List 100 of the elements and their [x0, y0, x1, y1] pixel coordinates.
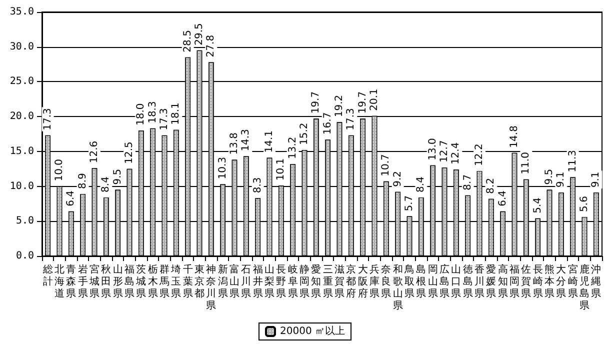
x-tick-label: 大分県 — [556, 264, 566, 300]
data-label: 11.3 — [567, 150, 578, 172]
x-tick-label: 山梨県 — [264, 264, 274, 300]
data-label: 14.1 — [264, 130, 275, 153]
x-tick-label: 青森県 — [66, 264, 76, 300]
x-tick-label: 千葉県 — [182, 264, 193, 300]
data-label: 12.4 — [450, 142, 462, 165]
x-tick-label: 愛媛県 — [486, 264, 496, 300]
x-tick-label: 福島県 — [124, 264, 134, 300]
data-label: 8.4 — [100, 176, 112, 192]
data-label: 13.2 — [287, 136, 298, 159]
x-tick-label: 静岡県 — [300, 264, 310, 300]
data-label: 18.1 — [170, 102, 182, 125]
data-label: 20.1 — [369, 88, 380, 111]
data-label: 10.7 — [380, 154, 392, 176]
x-tick-label: 鳥取県 — [404, 264, 414, 300]
data-label: 19.7 — [357, 91, 368, 114]
data-label: 17.3 — [346, 108, 357, 130]
x-tick-label: 東京都 — [194, 264, 204, 300]
x-tick-label: 高知県 — [498, 264, 508, 300]
data-label: 17.3 — [159, 108, 170, 130]
data-label: 13.0 — [427, 138, 438, 160]
data-label: 6.4 — [66, 190, 77, 206]
data-label: 8.9 — [77, 173, 88, 189]
data-label: 10.0 — [54, 159, 65, 182]
x-tick-label: 奈良県 — [381, 264, 392, 300]
x-tick-label: 神奈川県 — [206, 264, 216, 312]
x-tick-label: 北海道 — [54, 264, 64, 300]
x-tick-label: 熊本県 — [544, 264, 554, 300]
data-label: 17.3 — [42, 108, 54, 130]
y-tick-label: 10.0 — [10, 180, 34, 192]
x-tick-label: 茨城県 — [135, 264, 146, 300]
data-label: 5.7 — [404, 195, 415, 212]
data-label: 12.7 — [439, 140, 450, 162]
x-tick-label: 兵庫県 — [370, 264, 380, 300]
x-tick-label: 宮城県 — [88, 264, 100, 300]
data-label: 12.2 — [474, 144, 485, 166]
data-label: 8.2 — [486, 178, 497, 194]
data-label: 9.5 — [112, 168, 124, 185]
x-tick-label: 岡山県 — [428, 264, 438, 300]
x-tick-label: 島根県 — [416, 264, 426, 300]
data-label: 29.5 — [194, 23, 205, 46]
x-tick-label: 岐阜県 — [288, 264, 298, 300]
data-label: 8.7 — [462, 174, 474, 190]
y-tick-label: 15.0 — [10, 146, 34, 157]
data-label: 8.3 — [252, 177, 264, 194]
data-label: 13.8 — [229, 132, 240, 155]
x-tick-label: 埼玉県 — [170, 264, 182, 300]
data-label: 27.8 — [206, 34, 217, 58]
data-label: 10.3 — [217, 156, 228, 180]
x-tick-label: 宮崎県 — [568, 264, 578, 300]
x-tick-label: 佐賀県 — [521, 264, 532, 300]
x-tick-label: 新潟県 — [218, 264, 228, 300]
x-tick-label: 富山県 — [230, 264, 240, 300]
data-label: 28.5 — [182, 30, 194, 52]
x-tick-label: 大阪府 — [358, 264, 368, 300]
x-tick-label: 栃木県 — [148, 264, 158, 300]
data-label: 18.0 — [136, 103, 147, 126]
x-tick-label: 広島県 — [440, 264, 450, 300]
x-tick-label: 三重県 — [322, 264, 333, 300]
data-label: 10.1 — [276, 158, 287, 181]
x-tick-label: 総計 — [42, 264, 53, 288]
data-label: 6.4 — [497, 190, 508, 206]
data-label: 19.2 — [334, 94, 345, 118]
y-tick-label: 20.0 — [10, 111, 34, 122]
x-tick-label: 和歌山県 — [392, 264, 403, 312]
data-label: 5.6 — [579, 196, 590, 212]
x-tick-label: 京都府 — [346, 264, 356, 300]
x-tick-label: 秋田県 — [101, 264, 112, 300]
x-tick-label: 福岡県 — [510, 264, 520, 300]
x-tick-label: 徳島県 — [462, 264, 473, 300]
y-tick-label: 25.0 — [10, 76, 34, 88]
data-label: 9.1 — [556, 172, 567, 188]
x-tick-label: 岩手県 — [78, 264, 88, 300]
x-tick-label: 石川県 — [241, 264, 252, 300]
data-label: 16.7 — [322, 112, 334, 135]
data-label: 9.2 — [392, 170, 404, 187]
data-label: 5.4 — [532, 197, 544, 214]
x-tick-label: 滋賀県 — [334, 264, 344, 300]
x-tick-label: 山形県 — [112, 264, 123, 300]
data-label: 9.1 — [590, 172, 602, 188]
data-label: 15.2 — [299, 122, 310, 146]
x-tick-label: 長崎県 — [532, 264, 543, 300]
data-label: 18.3 — [147, 101, 158, 124]
y-tick-label: 30.0 — [10, 41, 34, 52]
x-tick-label: 鹿児島県 — [580, 264, 590, 312]
y-tick-label: 0.0 — [16, 250, 34, 262]
data-label: 19.7 — [310, 91, 322, 114]
data-label: 8.4 — [416, 176, 427, 192]
data-label: 12.6 — [89, 140, 100, 164]
x-tick-label: 福井県 — [252, 264, 263, 300]
x-tick-label: 山口県 — [451, 264, 462, 300]
x-tick-label: 香川県 — [474, 264, 484, 300]
x-tick-label: 長野県 — [276, 264, 286, 300]
legend-label: 20000 ㎡以上 — [280, 325, 346, 337]
x-tick-label: 愛知県 — [311, 264, 322, 300]
data-label: 14.3 — [240, 129, 252, 152]
data-label: 9.5 — [544, 168, 555, 185]
data-label: 11.0 — [520, 152, 532, 174]
data-label: 12.5 — [124, 142, 135, 164]
